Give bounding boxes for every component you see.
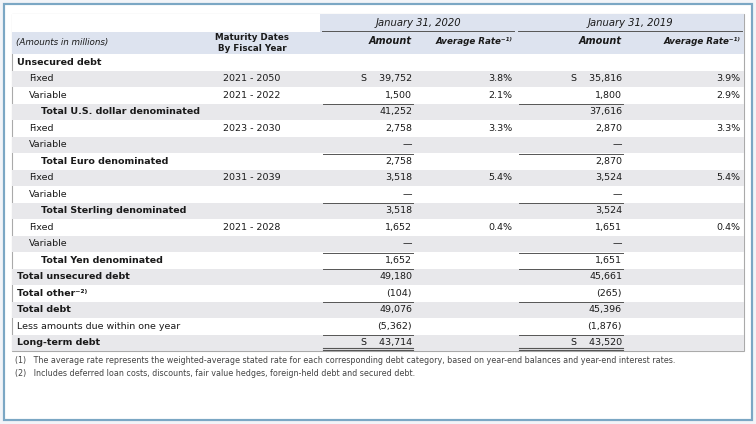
Text: S    43,520: S 43,520 xyxy=(571,338,622,347)
Bar xyxy=(12,32,744,54)
Text: 2,870: 2,870 xyxy=(595,124,622,133)
Bar xyxy=(12,203,744,219)
Text: —: — xyxy=(402,239,412,248)
Text: 0.4%: 0.4% xyxy=(716,223,740,232)
Text: Fixed: Fixed xyxy=(29,223,54,232)
Bar xyxy=(12,14,320,32)
Text: 37,616: 37,616 xyxy=(589,107,622,116)
Text: (Amounts in millions): (Amounts in millions) xyxy=(16,39,108,47)
Text: Total Sterling denominated: Total Sterling denominated xyxy=(41,206,187,215)
Text: 3,518: 3,518 xyxy=(385,206,412,215)
Bar xyxy=(12,268,744,285)
Text: Fixed: Fixed xyxy=(29,173,54,182)
Text: 2021 - 2028: 2021 - 2028 xyxy=(223,223,280,232)
Text: Fixed: Fixed xyxy=(29,74,54,83)
Text: (5,362): (5,362) xyxy=(377,322,412,331)
Text: —: — xyxy=(612,190,622,199)
Text: 3.3%: 3.3% xyxy=(488,124,512,133)
Text: Average Rate⁻¹⁾: Average Rate⁻¹⁾ xyxy=(435,36,512,45)
Text: 2,758: 2,758 xyxy=(385,157,412,166)
Text: Average Rate⁻¹⁾: Average Rate⁻¹⁾ xyxy=(663,36,740,45)
Text: Fixed: Fixed xyxy=(29,124,54,133)
Text: 3,524: 3,524 xyxy=(595,173,622,182)
Bar xyxy=(12,170,744,186)
Text: Maturity Dates
By Fiscal Year: Maturity Dates By Fiscal Year xyxy=(215,33,289,53)
Text: 2.1%: 2.1% xyxy=(488,91,512,100)
Text: 1,652: 1,652 xyxy=(385,223,412,232)
Text: 45,661: 45,661 xyxy=(589,272,622,281)
Text: Total U.S. dollar denominated: Total U.S. dollar denominated xyxy=(41,107,200,116)
Text: —: — xyxy=(402,140,412,149)
Text: 49,180: 49,180 xyxy=(379,272,412,281)
Text: Amount: Amount xyxy=(579,36,622,46)
Text: 0.4%: 0.4% xyxy=(488,223,512,232)
Bar xyxy=(12,70,744,87)
Bar xyxy=(12,103,744,120)
Text: Total Euro denominated: Total Euro denominated xyxy=(41,157,169,166)
Text: January 31, 2019: January 31, 2019 xyxy=(587,18,673,28)
Text: 1,651: 1,651 xyxy=(595,256,622,265)
Text: Total unsecured debt: Total unsecured debt xyxy=(17,272,130,281)
Text: 2021 - 2050: 2021 - 2050 xyxy=(223,74,280,83)
Text: Less amounts due within one year: Less amounts due within one year xyxy=(17,322,180,331)
Text: Variable: Variable xyxy=(29,239,67,248)
Text: 2023 - 2030: 2023 - 2030 xyxy=(223,124,280,133)
Text: 3.8%: 3.8% xyxy=(488,74,512,83)
Text: (1,876): (1,876) xyxy=(587,322,622,331)
Text: (265): (265) xyxy=(596,289,622,298)
Text: January 31, 2020: January 31, 2020 xyxy=(375,18,461,28)
Text: 2031 - 2039: 2031 - 2039 xyxy=(223,173,280,182)
Text: Amount: Amount xyxy=(369,36,412,46)
Text: (2)   Includes deferred loan costs, discounts, fair value hedges, foreign-held d: (2) Includes deferred loan costs, discou… xyxy=(15,369,415,378)
Text: 1,800: 1,800 xyxy=(595,91,622,100)
Text: 5.4%: 5.4% xyxy=(488,173,512,182)
Text: Variable: Variable xyxy=(29,190,67,199)
Text: Total other⁻²⁾: Total other⁻²⁾ xyxy=(17,289,87,298)
Text: S    35,816: S 35,816 xyxy=(571,74,622,83)
Text: 3,518: 3,518 xyxy=(385,173,412,182)
Text: —: — xyxy=(402,190,412,199)
Text: Total debt: Total debt xyxy=(17,305,71,314)
Bar xyxy=(12,335,744,351)
Bar xyxy=(12,301,744,318)
Text: Variable: Variable xyxy=(29,140,67,149)
Text: Variable: Variable xyxy=(29,91,67,100)
Text: 1,652: 1,652 xyxy=(385,256,412,265)
Text: 41,252: 41,252 xyxy=(379,107,412,116)
Text: 3.9%: 3.9% xyxy=(716,74,740,83)
Text: S    43,714: S 43,714 xyxy=(361,338,412,347)
Text: —: — xyxy=(612,239,622,248)
Text: Long-term debt: Long-term debt xyxy=(17,338,100,347)
Text: —: — xyxy=(612,140,622,149)
Text: 1,500: 1,500 xyxy=(385,91,412,100)
Text: S    39,752: S 39,752 xyxy=(361,74,412,83)
Text: 45,396: 45,396 xyxy=(589,305,622,314)
Bar xyxy=(12,14,744,351)
Text: 2,758: 2,758 xyxy=(385,124,412,133)
Text: (1)   The average rate represents the weighted-average stated rate for each corr: (1) The average rate represents the weig… xyxy=(15,356,675,365)
Text: 5.4%: 5.4% xyxy=(716,173,740,182)
Text: Unsecured debt: Unsecured debt xyxy=(17,58,101,67)
Text: 49,076: 49,076 xyxy=(379,305,412,314)
Text: 3,524: 3,524 xyxy=(595,206,622,215)
Text: (104): (104) xyxy=(386,289,412,298)
Bar xyxy=(12,137,744,153)
Text: 2,870: 2,870 xyxy=(595,157,622,166)
Text: 3.3%: 3.3% xyxy=(716,124,740,133)
Text: 2021 - 2022: 2021 - 2022 xyxy=(223,91,280,100)
Text: 1,651: 1,651 xyxy=(595,223,622,232)
Text: 2.9%: 2.9% xyxy=(716,91,740,100)
Bar xyxy=(320,14,516,32)
Bar xyxy=(12,235,744,252)
Text: Total Yen denominated: Total Yen denominated xyxy=(41,256,163,265)
Bar xyxy=(516,14,744,32)
